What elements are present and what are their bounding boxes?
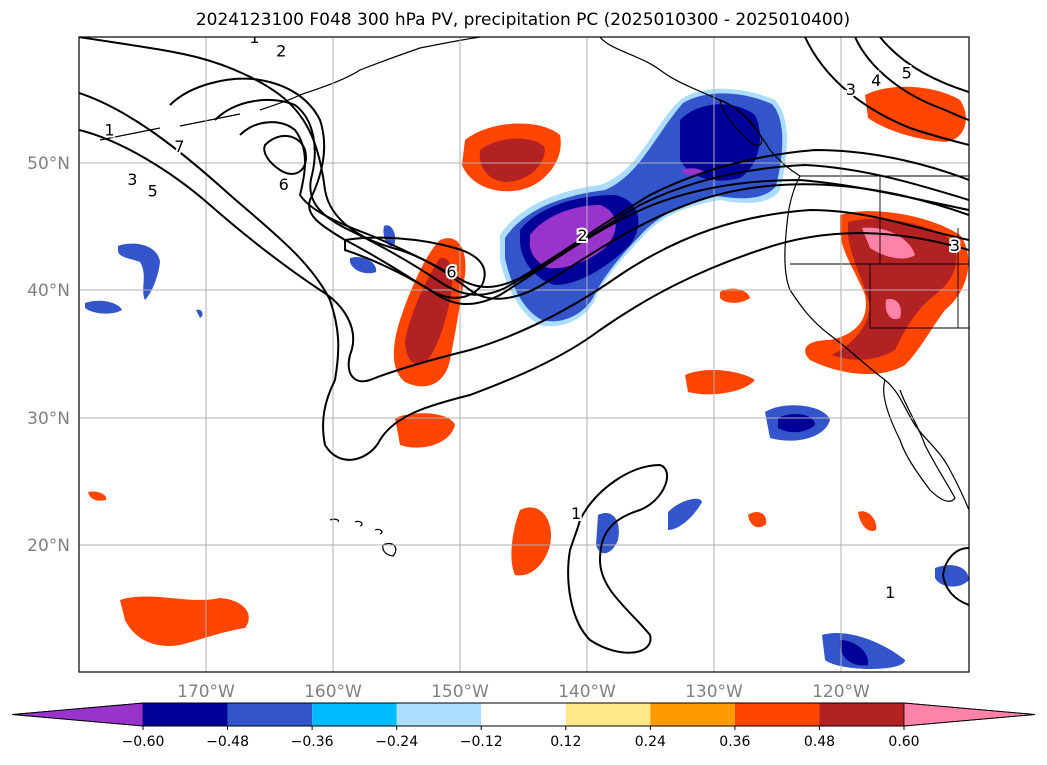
colorbar-bin: [227, 703, 313, 726]
pv-contour: [879, 37, 969, 93]
pv-contour-label: 2: [577, 226, 587, 245]
lon-tick-label: 150°W: [431, 682, 489, 702]
positive-anomaly-central-core: [405, 257, 453, 364]
colorbar-bin: [312, 703, 397, 726]
colorbar-bin: [650, 703, 735, 726]
map-title: 2024123100 F048 300 hPa PV, precipitatio…: [196, 10, 850, 30]
lat-tick-label: 50°N: [27, 154, 70, 174]
negative-anomaly-small: [350, 256, 377, 274]
pv-contour-label: 6: [279, 175, 289, 194]
hawaii: [329, 518, 397, 557]
pv-contour: [79, 92, 969, 461]
pv-contour-label: 5: [902, 63, 912, 82]
pv-contour-label: 2: [276, 42, 286, 61]
map-frame: [78, 36, 970, 673]
lat-axis-labels: 20°N 30°N 40°N 50°N: [27, 154, 70, 556]
colorbar-bin: [734, 703, 820, 726]
pv-contour-label: 1: [571, 504, 581, 523]
gridlines: [79, 37, 969, 672]
positive-anomaly-small: [720, 288, 750, 303]
negative-anomaly-small: [85, 300, 122, 314]
positive-anomaly-small: [685, 369, 755, 395]
lon-tick-label: 140°W: [558, 682, 616, 702]
negative-anomaly-small: [383, 225, 396, 247]
colorbar-tick-label: −0.48: [206, 734, 249, 750]
colorbar-tick-label: −0.24: [375, 734, 418, 750]
negative-anomaly-small: [196, 309, 203, 318]
pv-contour: [804, 37, 969, 146]
pv-contour: [941, 547, 969, 606]
pv-contour-label: 7: [174, 137, 184, 156]
negative-anomaly-small: [839, 640, 869, 666]
positive-anomaly-small: [395, 413, 455, 448]
colorbar-tick-label: 0.36: [719, 734, 750, 750]
pv-contour-label: 1: [249, 28, 259, 47]
positive-anomaly-uscoast-core: [832, 218, 957, 360]
north-america-coast: [599, 37, 969, 511]
colorbar-bin: [565, 703, 651, 726]
pv-contour: [854, 37, 969, 121]
negative-anomaly-small: [778, 414, 815, 433]
positive-anomaly-ne: [865, 86, 966, 142]
pv-contour-label: 4: [871, 71, 881, 90]
lon-tick-label: 120°W: [812, 682, 870, 702]
lon-tick-label: 170°W: [177, 682, 235, 702]
pv-contour: [214, 99, 969, 296]
positive-anomaly-uscoast-max: [862, 227, 915, 320]
colorbar-extend-high: [903, 702, 1036, 727]
pv-contour: [263, 135, 307, 175]
pv-contour: [79, 37, 969, 300]
baja-california: [883, 379, 956, 502]
lon-tick-label: 160°W: [304, 682, 362, 702]
pv-contour-label: 5: [148, 181, 158, 200]
lat-tick-label: 30°N: [27, 409, 70, 429]
positive-anomaly-small: [748, 511, 767, 528]
colorbar: −0.60 −0.48 −0.36 −0.24 −0.12 0.12 0.24 0.36 0.4…: [11, 702, 1036, 750]
pv-contours: [79, 37, 969, 654]
pv-contour: [239, 121, 969, 288]
pv-contour: [344, 236, 486, 299]
colorbar-tick-label: −0.60: [122, 734, 165, 750]
colorbar-tick-label: 0.12: [550, 734, 581, 750]
pv-contour-label: 1: [104, 121, 114, 140]
colorbar-tick-label: 0.24: [635, 734, 666, 750]
colorbar-extend-low: [11, 702, 144, 727]
pv-contour-label: 3: [846, 80, 856, 99]
colorbar-bin: [396, 703, 482, 726]
pv-contour: [79, 129, 969, 383]
colorbar-tick-label: −0.12: [460, 734, 503, 750]
colorbar-tick-label: −0.36: [291, 734, 334, 750]
pv-contour-label: 3: [950, 236, 960, 255]
colorbar-bin: [481, 703, 566, 726]
lat-tick-label: 20°N: [27, 536, 70, 556]
colorbar-tick-label: 0.48: [804, 734, 835, 750]
vancouver-island: [719, 99, 763, 147]
pv-contour-label: 1: [885, 583, 895, 602]
colorbar-bin: [819, 703, 904, 726]
pv-contour-label: 3: [127, 170, 137, 189]
positive-anomaly-small: [120, 596, 249, 646]
colorbar-tick-label: 0.60: [888, 734, 919, 750]
positive-anomaly-small: [88, 491, 107, 501]
positive-anomaly-small: [511, 507, 551, 576]
lon-axis-labels: 170°W 160°W 150°W 140°W 130°W 120°W: [177, 682, 870, 702]
positive-anomaly-small: [858, 511, 877, 531]
alaska-peninsula: [299, 37, 481, 96]
lon-tick-label: 130°W: [685, 682, 743, 702]
colorbar-bin: [143, 703, 228, 726]
negative-anomaly-small: [118, 243, 160, 300]
pv-contour-label: 6: [446, 263, 456, 282]
negative-anomaly-small: [668, 498, 702, 530]
pv-contour: [567, 463, 669, 654]
positive-anomaly-north-core: [479, 138, 545, 182]
lat-tick-label: 40°N: [27, 281, 70, 301]
